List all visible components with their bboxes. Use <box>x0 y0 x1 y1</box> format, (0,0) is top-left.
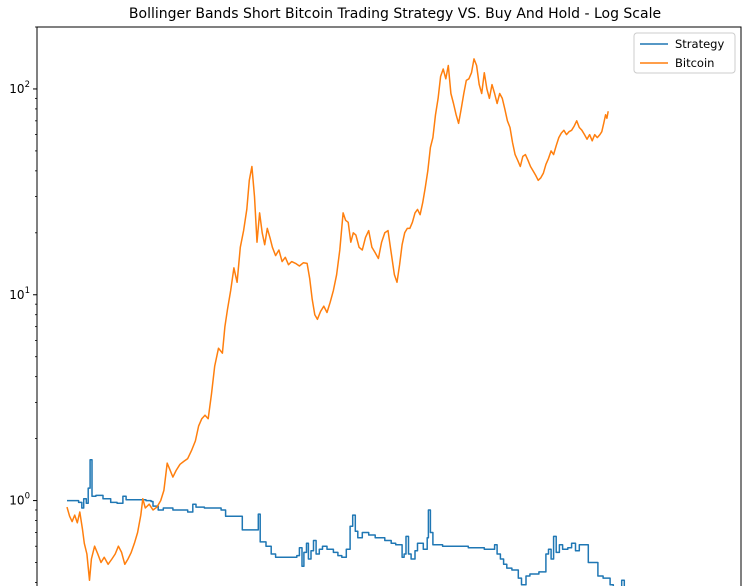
y-tick-label: 102 <box>9 80 30 96</box>
axes-frame <box>36 26 742 586</box>
series-line-bitcoin <box>66 58 609 582</box>
series-layer <box>66 58 626 586</box>
legend: Strategy Bitcoin <box>633 32 736 74</box>
legend-label-bitcoin: Bitcoin <box>675 56 714 70</box>
plot-axes: 100 101 102 <box>9 26 742 586</box>
y-tick-label: 100 <box>9 492 30 508</box>
y-tick-label: 101 <box>9 286 30 302</box>
series-line-strategy <box>67 458 626 586</box>
legend-label-strategy: Strategy <box>675 37 724 51</box>
chart-title: Bollinger Bands Short Bitcoin Trading St… <box>129 6 661 22</box>
